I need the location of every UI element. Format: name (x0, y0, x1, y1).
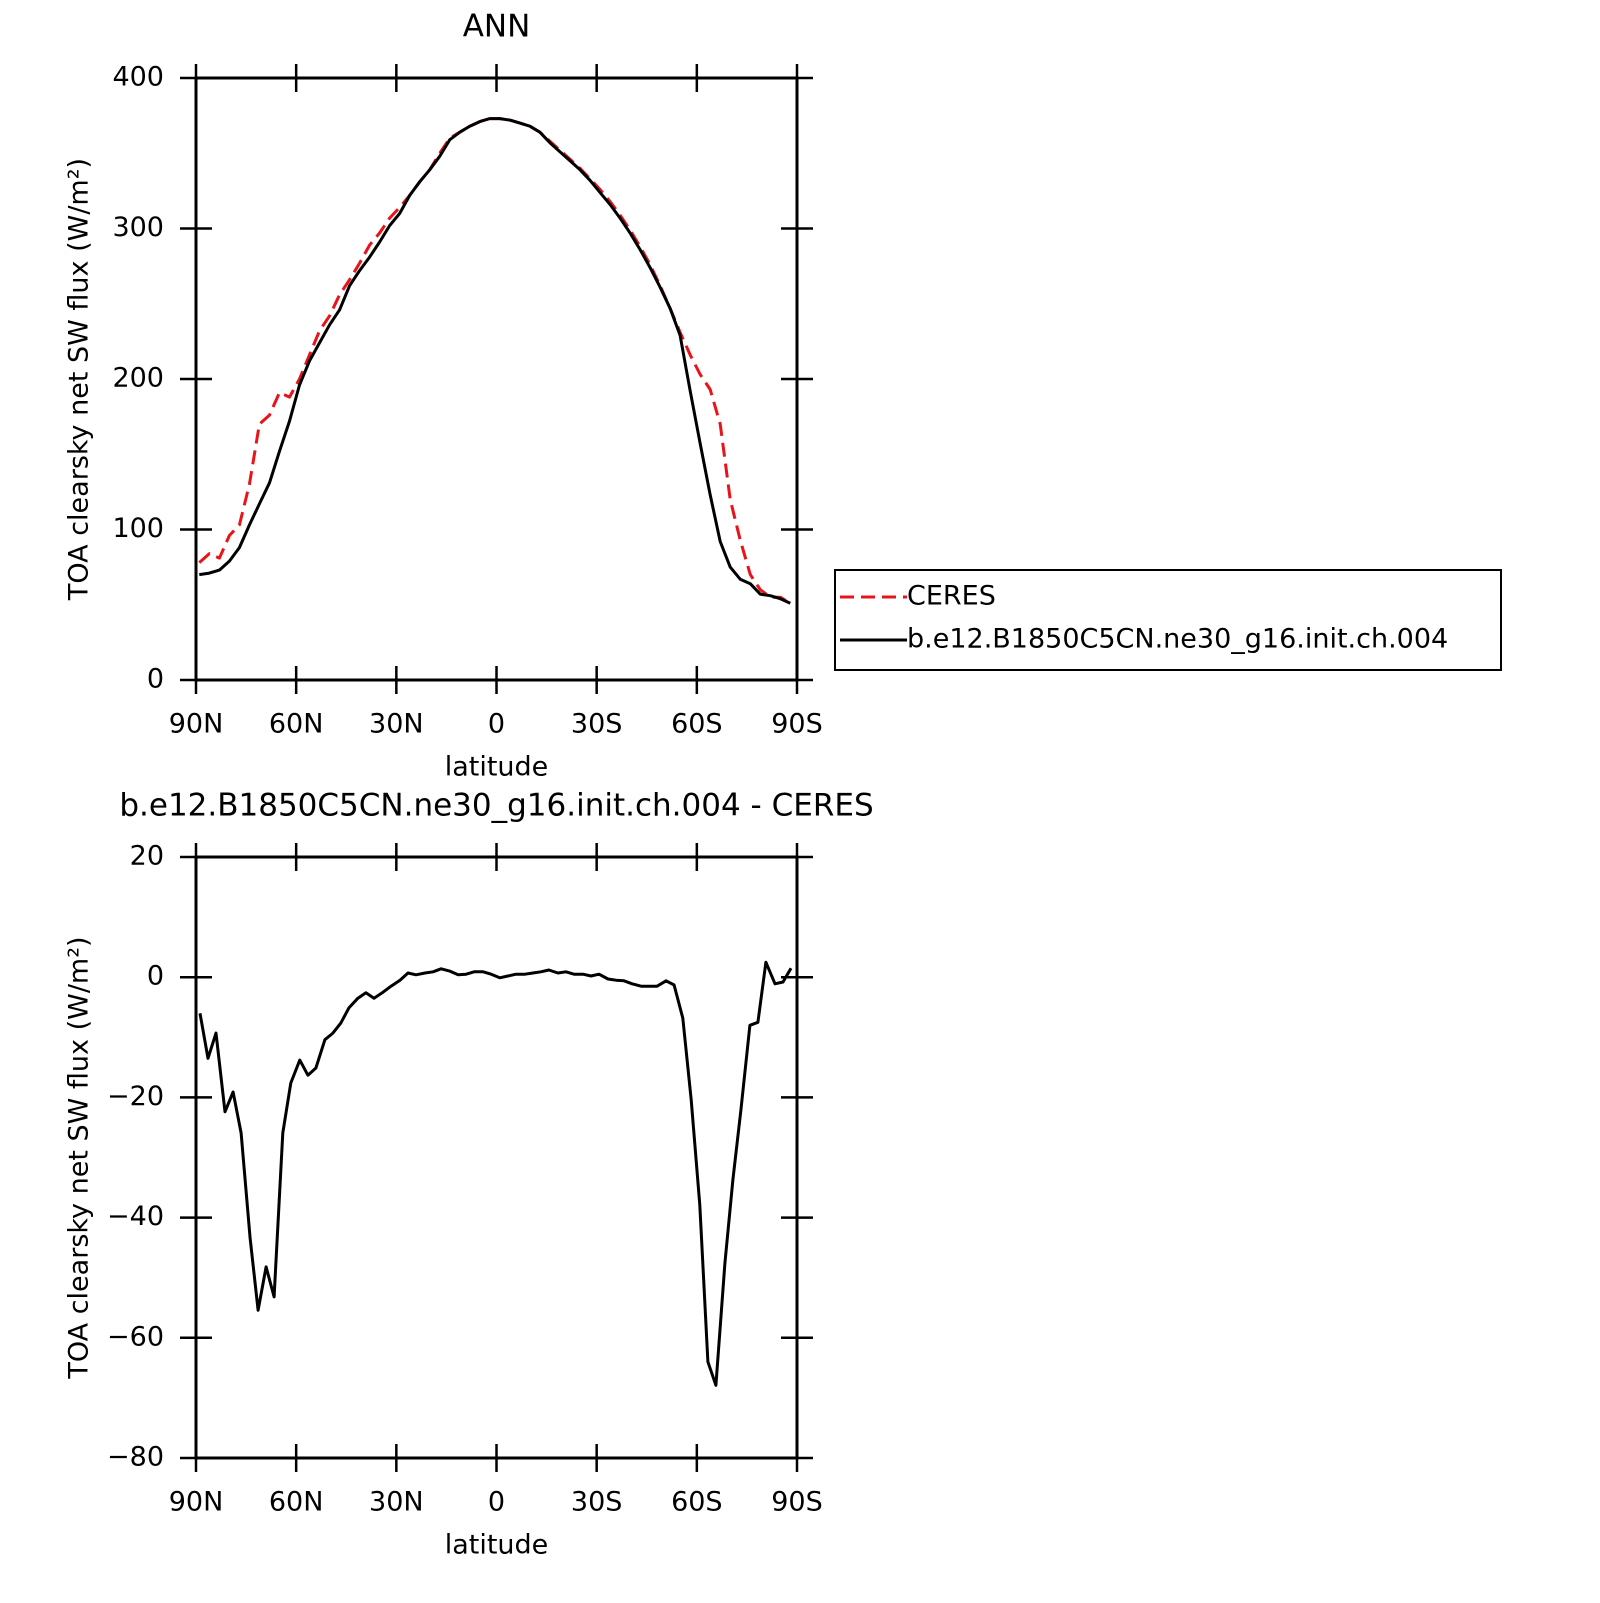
data-line (199, 117, 791, 605)
plot-frame (194, 76, 799, 682)
x-tick-label: 0 (488, 1487, 505, 1518)
x-axis-label: latitude (445, 752, 549, 783)
y-tick-label: 200 (112, 363, 164, 394)
x-tick-label: 30S (571, 709, 623, 740)
y-tick-label: 300 (112, 212, 164, 243)
y-tick-label: 0 (147, 961, 164, 992)
plot-frame (194, 855, 799, 1460)
legend-label: CERES (907, 581, 996, 612)
x-tick-label: 60N (269, 1487, 324, 1518)
y-tick-label: −40 (107, 1201, 164, 1232)
y-tick-label: 20 (130, 841, 164, 872)
x-tick-label: 60N (269, 709, 324, 740)
x-tick-label: 60S (671, 1487, 723, 1518)
x-tick-label: 90S (771, 1487, 823, 1518)
y-tick-label: −60 (107, 1321, 164, 1352)
y-tick-label: 400 (112, 62, 164, 93)
x-tick-label: 60S (671, 709, 723, 740)
x-tick-label: 30S (571, 1487, 623, 1518)
y-axis-label: TOA clearsky net SW flux (W/m²) (64, 936, 95, 1379)
y-tick-label: 100 (112, 513, 164, 544)
y-tick-label: 0 (147, 664, 164, 695)
x-tick-label: 30N (369, 1487, 424, 1518)
x-tick-label: 30N (369, 709, 424, 740)
legend-box (834, 569, 1502, 671)
x-tick-label: 90N (169, 709, 224, 740)
x-tick-label: 90S (771, 709, 823, 740)
data-line (198, 960, 793, 1387)
y-tick-label: −20 (107, 1081, 164, 1112)
legend-label: b.e12.B1850C5CN.ne30_g16.init.ch.004 (907, 624, 1448, 655)
x-tick-label: 90N (169, 1487, 224, 1518)
x-axis-label: latitude (445, 1530, 549, 1561)
data-line (198, 117, 792, 605)
chart-title: ANN (463, 9, 531, 45)
chart-title: b.e12.B1850C5CN.ne30_g16.init.ch.004 - C… (119, 788, 873, 824)
y-tick-label: −80 (107, 1442, 164, 1473)
y-axis-label: TOA clearsky net SW flux (W/m²) (64, 158, 95, 601)
x-tick-label: 0 (488, 709, 505, 740)
